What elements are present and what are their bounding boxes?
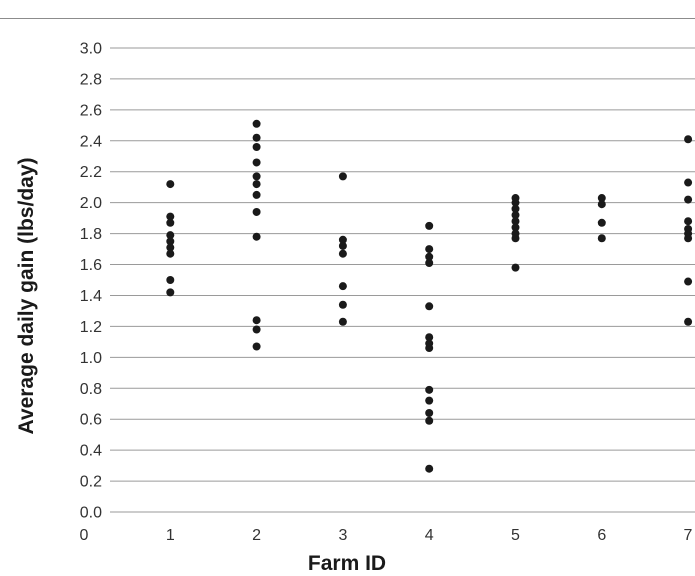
data-point	[684, 317, 693, 326]
data-point	[425, 385, 434, 394]
y-tick-label: 2.6	[80, 102, 102, 119]
x-tick-label: 0	[80, 527, 89, 544]
data-point	[166, 243, 175, 252]
data-point	[425, 344, 434, 353]
data-point	[166, 180, 175, 189]
data-point	[252, 325, 261, 334]
data-point	[425, 416, 434, 425]
data-point	[252, 180, 261, 189]
data-point	[511, 223, 520, 232]
data-point	[338, 300, 347, 309]
data-point	[684, 217, 693, 226]
x-tick-label: 7	[684, 527, 693, 544]
x-tick-label: 1	[166, 527, 175, 544]
data-point	[338, 249, 347, 258]
y-tick-label: 1.2	[80, 319, 102, 336]
data-point	[252, 342, 261, 351]
y-tick-label: 0.6	[80, 412, 102, 429]
data-point	[684, 195, 693, 204]
y-tick-label: 0.8	[80, 381, 102, 398]
data-point	[511, 263, 520, 272]
data-point	[425, 252, 434, 261]
data-point	[597, 218, 606, 227]
data-point	[252, 190, 261, 199]
data-point	[338, 317, 347, 326]
x-tick-label: 2	[252, 527, 261, 544]
data-point	[338, 282, 347, 291]
y-tick-label: 0.4	[80, 443, 102, 460]
data-point	[511, 234, 520, 243]
data-point	[511, 204, 520, 213]
x-axis-title: Farm ID	[308, 552, 386, 575]
data-point	[338, 172, 347, 181]
data-point	[166, 249, 175, 258]
x-tick-label: 4	[425, 527, 434, 544]
data-point	[252, 158, 261, 167]
y-tick-label: 1.6	[80, 257, 102, 274]
y-tick-label: 2.2	[80, 164, 102, 181]
data-point	[425, 464, 434, 473]
data-point	[252, 232, 261, 241]
data-point	[166, 218, 175, 227]
data-point	[684, 135, 693, 144]
y-tick-label: 0.2	[80, 474, 102, 491]
data-point	[425, 396, 434, 405]
y-tick-label: 1.0	[80, 350, 102, 367]
data-point	[597, 234, 606, 243]
data-point	[597, 200, 606, 209]
y-tick-label: 3.0	[80, 41, 102, 58]
y-tick-label: 1.4	[80, 288, 102, 305]
data-point	[597, 194, 606, 203]
y-axis-title: Average daily gain (lbs/day)	[15, 158, 38, 435]
data-point	[425, 409, 434, 418]
data-point	[166, 237, 175, 246]
data-point	[166, 231, 175, 240]
data-point	[338, 235, 347, 244]
x-axis-tick-labels: 0 1 2 3 4 5 6 7	[80, 527, 693, 544]
y-tick-label: 0.0	[80, 505, 102, 522]
data-point	[252, 142, 261, 151]
x-tick-label: 5	[511, 527, 520, 544]
x-tick-label: 6	[597, 527, 606, 544]
data-point	[425, 333, 434, 342]
data-points	[166, 119, 693, 473]
data-point	[166, 276, 175, 284]
y-tick-label: 1.8	[80, 226, 102, 243]
x-tick-label: 3	[338, 527, 347, 544]
y-axis-tick-labels: 0.0 0.2 0.4 0.6 0.8 1.0 1.2 1.4 1.6 1.8 2.0 2.2 2.4 2…	[80, 41, 102, 522]
data-point	[252, 119, 261, 128]
data-point	[511, 198, 520, 207]
data-point	[684, 234, 693, 243]
data-point	[425, 258, 434, 267]
data-point	[252, 207, 261, 216]
data-point	[252, 316, 261, 325]
data-point	[425, 302, 434, 311]
y-tick-label: 2.0	[80, 195, 102, 212]
y-tick-label: 2.8	[80, 71, 102, 88]
data-point	[252, 172, 261, 181]
y-tick-label: 2.4	[80, 133, 102, 150]
data-point	[511, 217, 520, 226]
data-point	[684, 178, 693, 187]
data-point	[166, 212, 175, 221]
data-point	[252, 133, 261, 142]
data-point	[166, 288, 175, 297]
data-point	[684, 277, 693, 286]
data-point	[338, 241, 347, 250]
data-point	[425, 245, 434, 254]
gridlines	[110, 47, 695, 513]
data-point	[511, 211, 520, 220]
data-point	[425, 221, 434, 230]
